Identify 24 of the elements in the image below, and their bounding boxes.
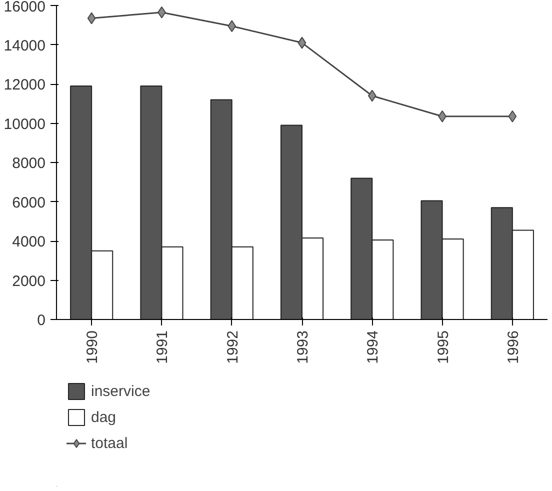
x-tick-label: 1991 <box>154 330 172 364</box>
x-tick-label: 1996 <box>504 330 522 364</box>
y-tick-label: 10000 <box>4 116 46 133</box>
y-tick-label: 8000 <box>12 155 46 172</box>
point <box>298 36 306 49</box>
point <box>368 90 376 102</box>
point <box>228 20 236 32</box>
y-tick-label: 6000 <box>12 194 46 212</box>
x-tick-label: 1994 <box>364 330 382 364</box>
y-tick-label: 16000 <box>4 0 46 16</box>
legend-label: inservice <box>91 382 150 400</box>
y-tick-label: 4000 <box>12 234 46 250</box>
x-tick-label: 1993 <box>294 330 312 364</box>
legend-label: totaal <box>91 434 128 452</box>
y-tick-label: 12000 <box>4 76 46 94</box>
x-tick-label: 1990 <box>84 330 102 364</box>
y-tick-label: 2000 <box>12 272 46 290</box>
x-tick-label: 1995 <box>434 330 452 364</box>
point <box>87 12 96 24</box>
point <box>508 110 517 122</box>
x-tick-label: 1992 <box>224 330 242 364</box>
y-tick-label: 14000 <box>4 37 46 54</box>
y-tick-label: 0 <box>37 312 46 329</box>
legend-label: dag <box>91 408 116 426</box>
